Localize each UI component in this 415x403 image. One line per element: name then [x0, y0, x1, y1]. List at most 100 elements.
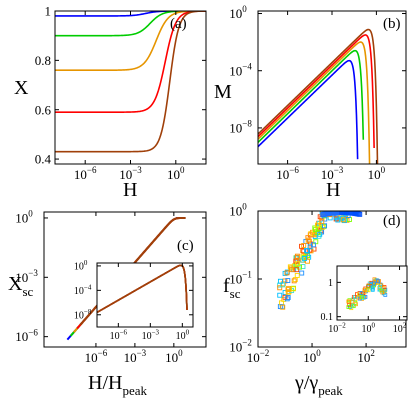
panel-d-ytick-label: 10: [229, 272, 242, 287]
panel-d-inset-xtick-label: 102: [393, 322, 407, 336]
panel-d-xtick-label: 100: [303, 348, 321, 365]
panel-d-point: [277, 278, 283, 284]
panel-b-series-4: [258, 28, 379, 164]
panel-c-xtick-label: 100: [165, 348, 183, 365]
panel-c-inset-xtick-exponent: 0: [186, 329, 190, 337]
panel-c-inset-xtick-exponent: −3: [152, 329, 160, 337]
panel-d-point: [282, 294, 288, 300]
panel-c-inset-frame: [96, 262, 194, 328]
panel-a-ytick-label: 0.4: [35, 152, 52, 167]
panel-c-inset-lines: [97, 264, 188, 314]
panel-d-ytick-exponent: −1: [242, 270, 252, 280]
panel-d-point: [357, 211, 363, 217]
panel-d-xlabel-main: γ/γ: [294, 372, 318, 394]
panel-c-xlabel-sub: peak: [122, 383, 147, 398]
panel-d-point: [292, 277, 298, 283]
panel-d-point: [301, 242, 307, 248]
panel-a-ytick-label: 1: [45, 4, 52, 19]
panel-d-ytick-label: 10: [229, 204, 242, 219]
panel-c-inset-xtick-label: 10−3: [142, 329, 160, 343]
panel-b-xtick-label: 100: [368, 165, 386, 182]
panel-d-point: [304, 248, 310, 254]
panel-a-xtick-exponent: 0: [180, 165, 185, 175]
panel-d-xtick-label: 102: [357, 348, 375, 365]
panel-b-lines: [258, 28, 379, 164]
panel-d-point: [322, 223, 328, 229]
panel-a-series-4: [55, 11, 206, 153]
panel-d-point: [310, 229, 315, 235]
panel-d-point: [286, 285, 292, 291]
panel-d-ylabel-main: f: [223, 275, 230, 297]
panel-a-lines: [55, 11, 206, 153]
panel-b-ylabel: M: [214, 81, 232, 103]
panel-a-ytick-label: 0.8: [35, 53, 51, 68]
panel-d-point: [340, 217, 346, 223]
panel-d-point: [294, 253, 300, 259]
panel-d-point: [290, 286, 296, 292]
panel-d-inset-point: [382, 285, 387, 289]
panel-d-inset-point: [376, 279, 380, 284]
panel-b-series-1: [258, 49, 365, 143]
panel-d-point: [321, 223, 327, 229]
panel-b-series-3: [258, 34, 375, 149]
panel-d-inset-bg: [337, 266, 407, 320]
panel-d-inset-point: [359, 294, 364, 299]
panel-d-inset-point: [346, 299, 351, 304]
panel-d-inset-point: [366, 288, 371, 293]
panel-a-ylabel: X: [14, 77, 29, 99]
panel-d-inset-frame: [336, 265, 408, 321]
panel-d-xlabel-sub: peak: [318, 383, 343, 398]
panel-a-series-2: [55, 11, 206, 72]
panel-c-ytick-label: 10: [15, 270, 28, 285]
panel-d-inset-point: [380, 290, 385, 295]
panel-c-inset-series-4: [97, 264, 188, 314]
panel-d-inset-point: [379, 288, 384, 293]
panel-d-point: [305, 237, 311, 243]
panel-b-series-0: [258, 59, 359, 160]
panel-c-ytick-exponent: −3: [28, 268, 38, 278]
panel-d-inset-ytick-label: 1: [328, 278, 333, 289]
panel-d-inset-point: [362, 287, 367, 292]
panel-c-ytick-exponent: −6: [28, 327, 38, 337]
panel-c-xlabel: H/Hpeak: [88, 372, 147, 398]
panel-c-inset-ytick-exponent: −8: [84, 308, 92, 316]
panel-d-point: [294, 267, 300, 273]
panel-c-inset-bg: [97, 263, 193, 327]
panel-c-inset-xtick-label: 10−6: [110, 329, 128, 343]
panel-c-ytick-exponent: 0: [28, 209, 33, 219]
panel-b-ytick-label: 10: [229, 120, 242, 135]
panel-c-ylabel-main: X: [8, 273, 23, 295]
panel-d-inset-xtick-exponent: 2: [403, 322, 407, 330]
panel-c-inset-ytick-exponent: −4: [84, 283, 92, 291]
panel-c-ytick-label: 10: [15, 329, 28, 344]
panel-a-series-3: [55, 11, 206, 113]
panel-d-point: [284, 270, 290, 276]
panel-d-point: [295, 261, 300, 267]
panel-c-inset-xtick-exponent: −6: [120, 329, 128, 337]
panel-c-xlabel-main: H/H: [88, 372, 122, 394]
panel-b-ytick-label: 10: [229, 63, 242, 78]
panel-c-xtick-exponent: −6: [98, 348, 108, 358]
panel-c-inset-ytick-label: 10: [74, 286, 84, 297]
panel-c-ytick-label: 10: [15, 211, 28, 226]
panel-d-point: [305, 235, 311, 241]
panel-d-inset-point: [347, 302, 352, 307]
panel-d-point: [300, 264, 306, 270]
panel-c-inset-ytick-label: 10: [74, 261, 84, 272]
panel-b-xtick-label: 10−6: [276, 165, 299, 182]
panel-b-xlabel: H: [326, 179, 340, 201]
panel-d-inset: 10−2 100 102 0.1 1: [321, 265, 408, 336]
panel-b-ytick-label: 10: [229, 6, 242, 21]
panel-d-inset-point: [362, 289, 367, 294]
panel-c-xtick-label: 10−6: [85, 348, 108, 365]
panel-c-frame: [43, 211, 207, 348]
panel-d-point: [277, 292, 283, 298]
panel-a-xtick-label: 10−6: [74, 165, 97, 182]
